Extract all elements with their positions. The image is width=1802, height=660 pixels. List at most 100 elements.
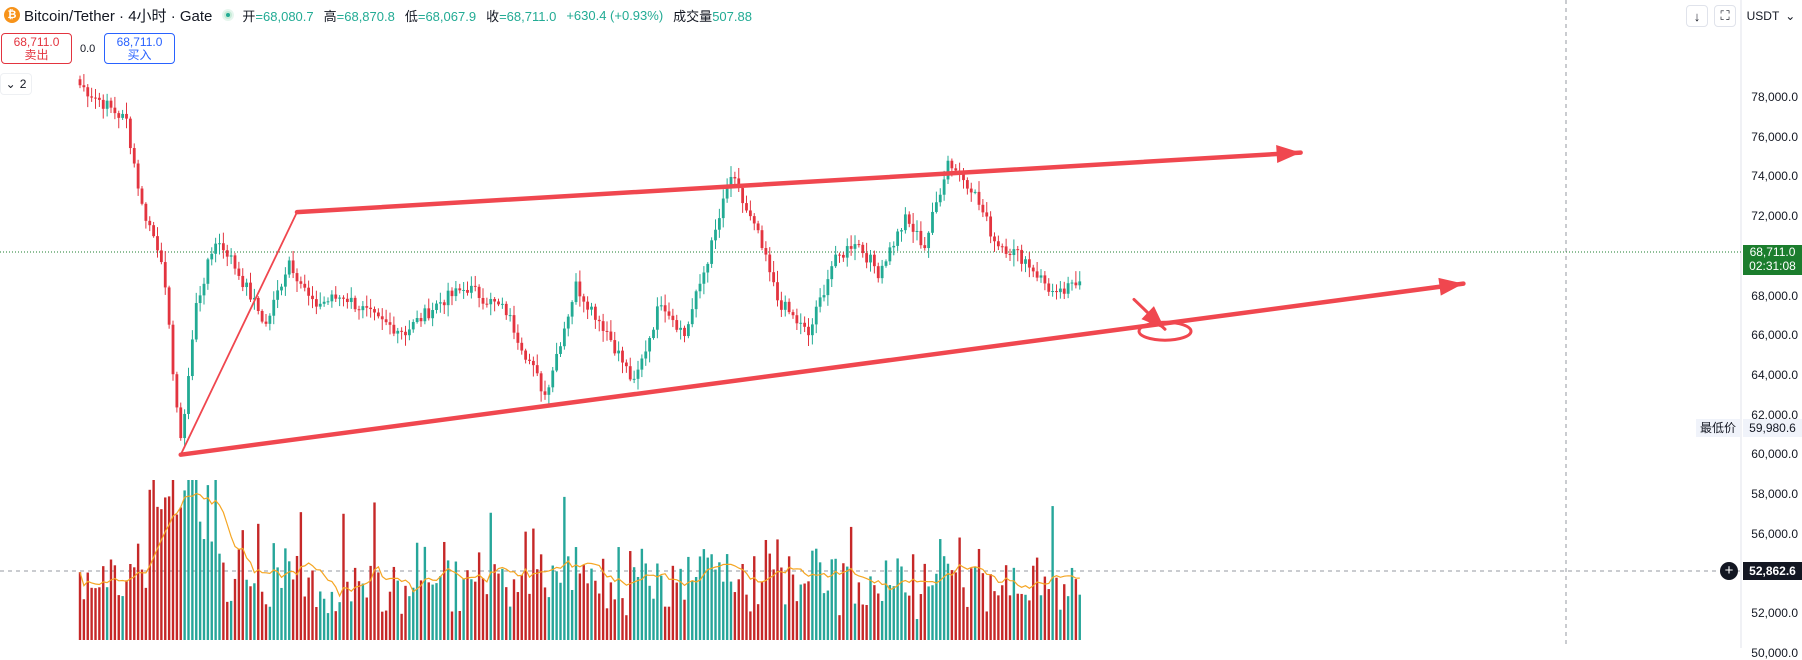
volume-bar [942,556,946,640]
candle-body [322,301,326,304]
candle-body [717,218,721,230]
candle-body [345,298,349,303]
buy-label: 买入 [127,48,152,62]
symbol-title[interactable]: Bitcoin/Tether · 4小时 · Gate [24,7,213,25]
volume-bar [636,576,640,640]
candle-body [423,308,427,322]
candle-body [1070,282,1074,284]
candle-body [830,266,834,280]
candle-body [446,290,450,306]
candle-body [113,107,117,114]
volume-bar [919,594,923,640]
volume-bar [121,596,124,640]
volume-bar [776,539,779,640]
volume-bar [698,556,702,640]
indicator-collapse-button[interactable]: ⌄ 2 [1,74,31,94]
candle-body [621,350,624,363]
candle-body [919,230,923,246]
volume-bar [559,582,562,640]
candle-body [318,303,322,307]
candle-body [671,315,675,321]
candle-body [683,327,686,337]
volume-bar [307,577,310,640]
volume-bar [691,580,694,640]
spread-value: 0.0 [80,43,96,55]
candle-body [756,223,760,231]
price-tick-label: 76,000.0 [1751,129,1798,144]
volume-bar [470,579,473,640]
candle-body [520,342,524,351]
volume-bar [423,546,427,640]
volume-bar [539,554,543,640]
candle-body [373,309,376,313]
candle-body [818,297,822,307]
volume-bar [419,580,423,640]
volume-bar [1051,506,1054,640]
bitcoin-icon: ₿ [4,7,20,23]
fullscreen-icon[interactable]: ⛶ [1714,5,1736,27]
volume-bar [574,547,578,640]
volume-bar [714,569,717,640]
candle-body [559,346,562,354]
volume-bar [768,553,771,640]
volume-bar [764,539,768,640]
candle-body [737,178,741,189]
volume-bar [683,599,686,640]
candle-body [985,212,989,217]
volume-bar [826,590,830,640]
volume-bar [911,554,915,640]
currency-select[interactable]: USDT ⌄ [1742,5,1800,27]
volume-bar [849,526,853,640]
volume-bar [663,606,667,640]
candle-body [140,188,144,204]
download-arrow-icon[interactable]: ↓ [1686,5,1708,27]
price-tick-label: 62,000.0 [1751,407,1798,422]
volume-bar [966,606,969,640]
buy-button[interactable]: 68,711.0 买入 [104,33,175,64]
volume-bar [206,485,210,640]
volume-bar [284,548,287,640]
candle-body [872,254,876,267]
volume-bar [446,560,450,640]
volume-bar [458,610,461,640]
volume-bar [330,591,334,640]
volume-bar [1066,596,1070,640]
candle-body [760,230,764,249]
candle-body [764,248,768,255]
volume-bar [388,591,392,640]
candle-body [1008,253,1012,256]
sell-button[interactable]: 68,711.0 卖出 [1,33,72,64]
volume-bar [1012,567,1016,640]
candle-body [504,303,508,316]
candle-body [1055,290,1058,293]
volume-bar [334,611,337,640]
price-tick-label: 64,000.0 [1751,367,1798,382]
volume-bar [477,552,481,640]
volume-bar [842,563,845,640]
candle-body [946,160,950,180]
volume-bar [319,591,322,640]
bar-countdown: 02:31:08 [1749,259,1796,273]
chevron-down-icon: ⌄ [1785,9,1796,23]
candle-body [330,294,334,302]
volume-bar [202,539,206,640]
candle-body [473,285,477,287]
candle-body [415,318,419,323]
candle-body [706,263,710,273]
volume-bar [656,563,659,640]
candle-body [663,305,667,312]
volume-bar [609,582,613,640]
candle-body [555,353,559,371]
volume-bar [516,592,520,640]
volume-bar [958,537,961,640]
candle-body [117,113,121,118]
chevron-down-icon: ⌄ [5,77,16,91]
add-alert-icon[interactable]: + [1720,562,1738,580]
volume-bar [873,585,876,640]
volume-bar [687,556,690,640]
volume-bar [939,539,942,640]
candle-body [198,295,202,304]
volume-bar [291,579,295,640]
candle-body [497,301,500,305]
